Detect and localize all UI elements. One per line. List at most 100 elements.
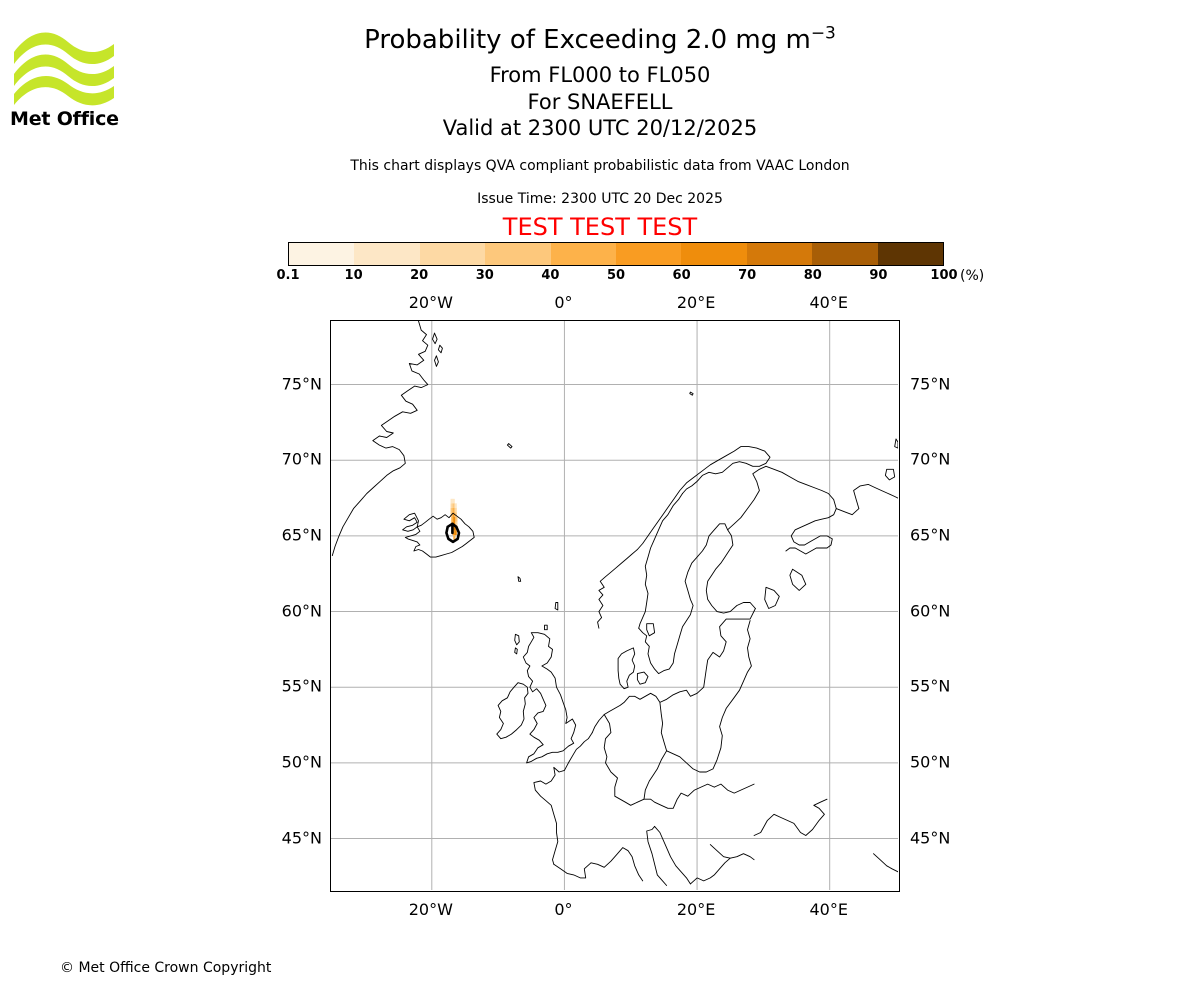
coastline-path <box>638 523 756 675</box>
colorbar-tick-10: 10 <box>344 268 363 283</box>
coastline-path <box>434 355 439 367</box>
lat-label-left-55: 55°N <box>281 676 322 696</box>
coastline-path <box>659 620 752 773</box>
met-office-logo-text: Met Office <box>10 108 119 130</box>
coastline-path <box>894 438 898 449</box>
coastline-path <box>643 750 668 800</box>
coastline-path <box>646 825 668 886</box>
plume-cell <box>454 530 457 536</box>
coastlines-layer <box>331 321 898 886</box>
coastline-path <box>713 783 755 794</box>
coastline-path <box>522 632 577 764</box>
flight-level-range: From FL000 to FL050 <box>489 63 711 87</box>
coastline-path <box>597 446 771 629</box>
plume-cell <box>455 516 458 522</box>
lat-label-right-75: 75°N <box>910 374 951 394</box>
coastline-path <box>437 344 443 354</box>
coastline-path <box>835 483 898 516</box>
lon-label-bottom--20: 20°W <box>408 900 453 919</box>
plume-cell <box>455 521 458 527</box>
lat-label-left-70: 70°N <box>281 449 322 469</box>
coastline-path <box>496 682 529 740</box>
coastline-path <box>873 853 898 873</box>
colorbar-units-label: (%) <box>960 268 985 284</box>
probability-colorbar: 0.1 10 20 30 40 50 60 70 80 90 100 <box>276 242 958 283</box>
qva-note: This chart displays QVA compliant probab… <box>350 158 850 174</box>
plume-cell <box>454 503 457 508</box>
plume-cell <box>451 516 454 522</box>
coastline-path <box>709 844 755 861</box>
coastline-path <box>533 732 593 865</box>
coastline-path <box>654 825 691 885</box>
plume-cell <box>452 512 455 517</box>
colorbar-tick-0.1: 0.1 <box>276 268 300 283</box>
issue-time: Issue Time: 2300 UTC 20 Dec 2025 <box>477 191 723 207</box>
page-title: Probability of Exceeding 2.0 mg m−3 <box>0 25 1200 55</box>
coastline-path <box>553 847 644 882</box>
plume-cell <box>452 498 455 504</box>
coastline-path <box>638 493 683 629</box>
lon-label-bottom-40: 40°E <box>809 900 848 919</box>
lat-label-left-75: 75°N <box>281 374 322 394</box>
colorbar-tick-20: 20 <box>410 268 429 283</box>
colorbar-tick-50: 50 <box>606 268 626 283</box>
volcano-name: For SNAEFELL <box>527 90 673 114</box>
coastline-path <box>544 624 548 631</box>
coastline-path <box>331 321 429 557</box>
lat-label-right-65: 65°N <box>910 525 951 545</box>
coastline-path <box>591 608 756 734</box>
map-gridlines <box>331 321 898 890</box>
colorbar-tick-100: 100 <box>930 268 958 283</box>
coastline-path <box>514 647 518 655</box>
logo-wave-3 <box>14 75 114 106</box>
coastline-path <box>727 465 767 531</box>
plume-cell <box>452 503 455 508</box>
coastline-path <box>884 468 896 481</box>
coastline-path <box>789 568 807 591</box>
lon-label-bottom-20: 20°E <box>676 900 716 919</box>
plume-cell <box>450 503 453 508</box>
lat-label-left-45: 45°N <box>281 828 322 848</box>
colorbar-tick-60: 60 <box>672 268 691 283</box>
volcano-marker-layer <box>445 522 461 544</box>
lon-label-top--20: 20°W <box>408 293 453 312</box>
plume-cell <box>453 516 456 522</box>
map-canvas <box>331 321 898 890</box>
colorbar-segment-8 <box>812 243 878 265</box>
lat-label-right-70: 70°N <box>910 449 951 469</box>
lon-label-top-20: 20°E <box>676 293 716 312</box>
coastline-path <box>554 602 559 611</box>
lat-label-left-65: 65°N <box>281 525 322 545</box>
plume-cell <box>453 526 457 531</box>
plume-cell <box>450 498 453 504</box>
colorbar-tick-80: 80 <box>803 268 822 283</box>
met-office-logo: Met Office <box>10 22 120 130</box>
colorbar-segment-6 <box>681 243 747 265</box>
coastline-path <box>506 443 513 449</box>
colorbar-segment-4 <box>550 243 617 265</box>
lat-label-left-60: 60°N <box>281 601 322 621</box>
lat-label-right-60: 60°N <box>910 601 951 621</box>
colorbar-segment-0 <box>289 243 355 265</box>
test-banner: TEST TEST TEST <box>502 213 698 241</box>
colorbar-segment-9 <box>877 243 944 265</box>
page-title-text: Probability of Exceeding 2.0 mg m <box>364 25 811 55</box>
coastline-path <box>753 798 828 836</box>
coastline-path <box>517 576 522 582</box>
colorbar-tick-90: 90 <box>869 268 888 283</box>
colorbar-tick-70: 70 <box>738 268 757 283</box>
plume-cell <box>454 507 457 513</box>
page-title-exponent: −3 <box>810 23 836 44</box>
coastline-path <box>689 857 731 885</box>
plume-cell <box>453 535 456 540</box>
coastline-path <box>514 633 520 646</box>
volcano-source-outline <box>445 522 461 544</box>
map-plot-area[interactable] <box>330 320 900 892</box>
logo-wave-2 <box>14 54 114 87</box>
coastline-path <box>689 391 694 396</box>
coastline-path <box>402 512 475 558</box>
colorbar-segment-1 <box>354 243 420 265</box>
copyright-footer: © Met Office Crown Copyright <box>60 960 272 976</box>
coastline-path <box>603 714 715 809</box>
lat-label-right-50: 50°N <box>910 752 951 772</box>
